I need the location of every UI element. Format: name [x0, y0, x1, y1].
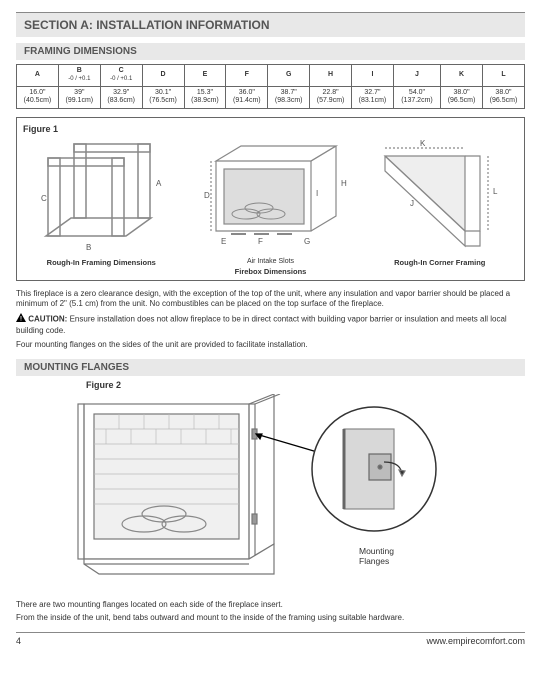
dim-cell: 38.0"(96.5cm): [482, 86, 524, 108]
svg-text:D: D: [204, 191, 210, 200]
firebox-svg: D E F G H I: [186, 136, 356, 256]
para-1: This fireplace is a zero clearance desig…: [16, 289, 525, 311]
dim-cell: 38.0"(96.5cm): [441, 86, 483, 108]
caution-line: ! CAUTION: Ensure installation does not …: [16, 313, 525, 337]
figure-2-title: Figure 2: [86, 380, 525, 390]
section-title: SECTION A: INSTALLATION INFORMATION: [16, 12, 525, 37]
col-header: A: [17, 65, 59, 87]
dim-cell: 38.7"(98.3cm): [268, 86, 310, 108]
col-header: I: [352, 65, 394, 87]
svg-text:F: F: [258, 237, 263, 246]
mounting-paragraphs: There are two mounting flanges located o…: [16, 600, 525, 625]
svg-text:I: I: [316, 189, 318, 198]
caption-firebox: Firebox Dimensions: [186, 267, 356, 276]
caption-corner: Rough-In Corner Framing: [362, 258, 519, 267]
col-header: B-0 / +0.1: [58, 65, 100, 87]
framing-heading: FRAMING DIMENSIONS: [16, 43, 525, 60]
svg-text:G: G: [304, 237, 310, 246]
framing-table: AB-0 / +0.1C-0 / +0.1DEFGHIJKL 16.0"(40.…: [16, 64, 525, 109]
para-2: Four mounting flanges on the sides of th…: [16, 340, 525, 351]
col-header: F: [226, 65, 268, 87]
figure-roughin: C B A Rough-In Framing Dimensions: [23, 136, 180, 276]
col-header: K: [441, 65, 483, 87]
mounting-svg: Mounting Flanges: [24, 394, 484, 589]
svg-text:L: L: [493, 187, 498, 196]
figure-firebox: D E F G H I Air Intake Slots Firebox Dim…: [186, 136, 356, 276]
svg-text:B: B: [86, 243, 91, 252]
corner-svg: K L J: [370, 136, 510, 256]
page-number: 4: [16, 636, 21, 646]
col-header: L: [482, 65, 524, 87]
mount-p2: From the inside of the unit, bend tabs o…: [16, 613, 525, 624]
dim-cell: 32.7"(83.1cm): [352, 86, 394, 108]
caution-text: Ensure installation does not allow firep…: [16, 315, 507, 335]
warning-icon: !: [16, 313, 26, 326]
dim-cell: 36.0"(91.4cm): [226, 86, 268, 108]
page-footer: 4 www.empirecomfort.com: [16, 632, 525, 646]
framing-svg: C B A: [26, 136, 176, 256]
caption-roughin: Rough-In Framing Dimensions: [23, 258, 180, 267]
figure-1-panel: Figure 1: [16, 117, 525, 281]
svg-text:H: H: [341, 179, 347, 188]
dim-cell: 39"(99.1cm): [58, 86, 100, 108]
mounting-heading: MOUNTING FLANGES: [16, 359, 525, 376]
col-header: H: [310, 65, 352, 87]
svg-text:C: C: [41, 194, 47, 203]
mounting-callout: Mounting Flanges: [359, 546, 396, 566]
figure-2: Mounting Flanges: [24, 394, 525, 594]
figure-1-title: Figure 1: [23, 124, 518, 134]
col-header: G: [268, 65, 310, 87]
footer-url: www.empirecomfort.com: [426, 636, 525, 646]
caution-label: CAUTION:: [28, 315, 67, 324]
svg-text:A: A: [156, 179, 162, 188]
dim-cell: 22.8"(57.9cm): [310, 86, 352, 108]
dim-cell: 32.9"(83.6cm): [100, 86, 142, 108]
svg-text:!: !: [20, 317, 22, 323]
dim-cell: 54.0"(137.2cm): [393, 86, 440, 108]
svg-text:E: E: [221, 237, 226, 246]
col-header: J: [393, 65, 440, 87]
dim-cell: 15.3"(38.9cm): [184, 86, 226, 108]
svg-text:K: K: [420, 139, 426, 148]
body-paragraphs: This fireplace is a zero clearance desig…: [16, 289, 525, 351]
dim-cell: 16.0"(40.5cm): [17, 86, 59, 108]
svg-text:J: J: [410, 199, 414, 208]
col-header: D: [142, 65, 184, 87]
figure-corner: K L J Rough-In Corner Framing: [362, 136, 519, 276]
col-header: E: [184, 65, 226, 87]
mount-p1: There are two mounting flanges located o…: [16, 600, 525, 611]
dim-cell: 30.1"(76.5cm): [142, 86, 184, 108]
air-intake-label: Air Intake Slots: [186, 258, 356, 265]
col-header: C-0 / +0.1: [100, 65, 142, 87]
